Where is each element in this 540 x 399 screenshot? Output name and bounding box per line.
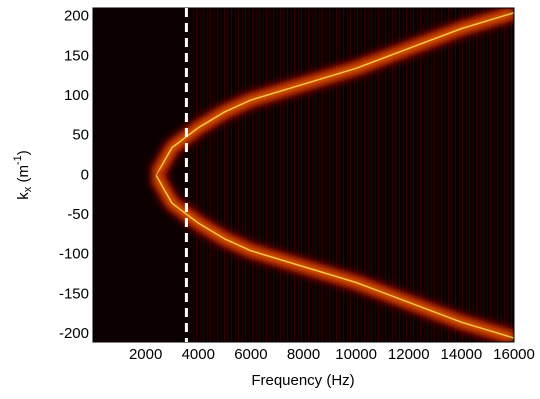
x-tick-label: 6000	[234, 346, 267, 363]
marks	[149, 8, 514, 342]
y-tick-label: 100	[64, 87, 89, 104]
y-tick-label: 0	[81, 166, 89, 183]
texture	[190, 8, 514, 342]
y-tick-label: 50	[72, 127, 89, 144]
x-tick-label: 16000	[493, 346, 535, 363]
ridge-core	[155, 175, 514, 339]
ridge-core	[155, 12, 514, 176]
y-tick-label: -50	[67, 206, 89, 223]
y-tick-label: -200	[59, 325, 89, 342]
y-tick-label: 200	[64, 8, 89, 25]
x-tick-label: 12000	[388, 346, 430, 363]
x-tick-label: 10000	[335, 346, 377, 363]
x-tick-label: 4000	[182, 346, 215, 363]
y-label-sub: x	[22, 186, 34, 192]
y-label-sup: -1	[12, 155, 24, 165]
x-axis-label: Frequency (Hz)	[251, 372, 354, 389]
y-label-part: k	[15, 192, 32, 200]
y-tick-label: 150	[64, 47, 89, 64]
x-tick-label: 14000	[441, 346, 483, 363]
x-tick-label: 2000	[129, 346, 162, 363]
y-label-part: )	[15, 150, 32, 155]
y-tick-label: -150	[59, 285, 89, 302]
x-tick-label: 8000	[287, 346, 320, 363]
y-tick-label: -100	[59, 246, 89, 263]
y-label-part: (m	[15, 165, 32, 187]
y-axis-label: kx (m-1)	[12, 150, 34, 199]
